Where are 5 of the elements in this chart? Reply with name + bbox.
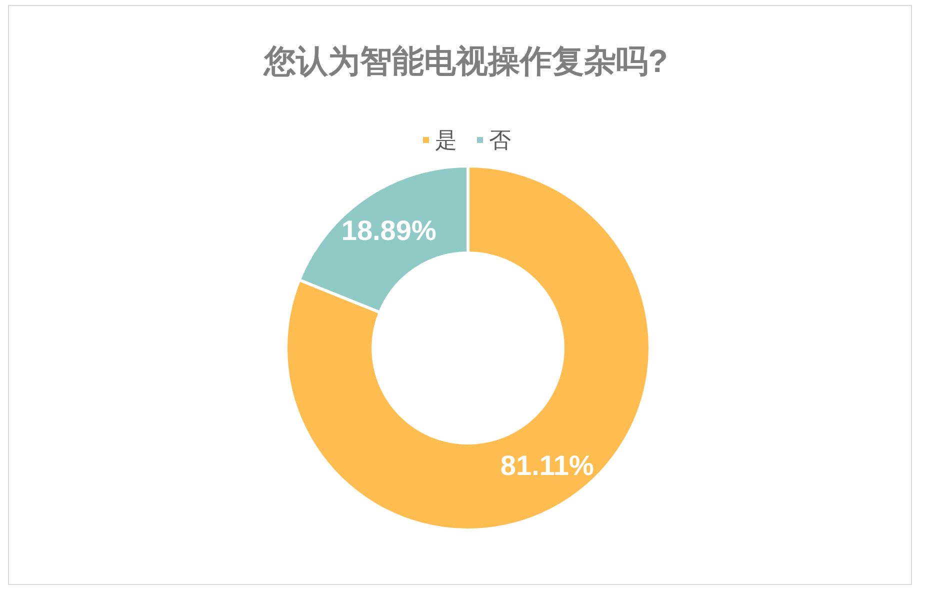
chart-title: 您认为智能电视操作复杂吗?: [262, 43, 668, 79]
data-label: 81.11%: [500, 450, 594, 481]
legend-label: 是: [435, 128, 457, 152]
legend-label: 否: [489, 128, 511, 152]
data-label: 18.89%: [341, 215, 436, 246]
